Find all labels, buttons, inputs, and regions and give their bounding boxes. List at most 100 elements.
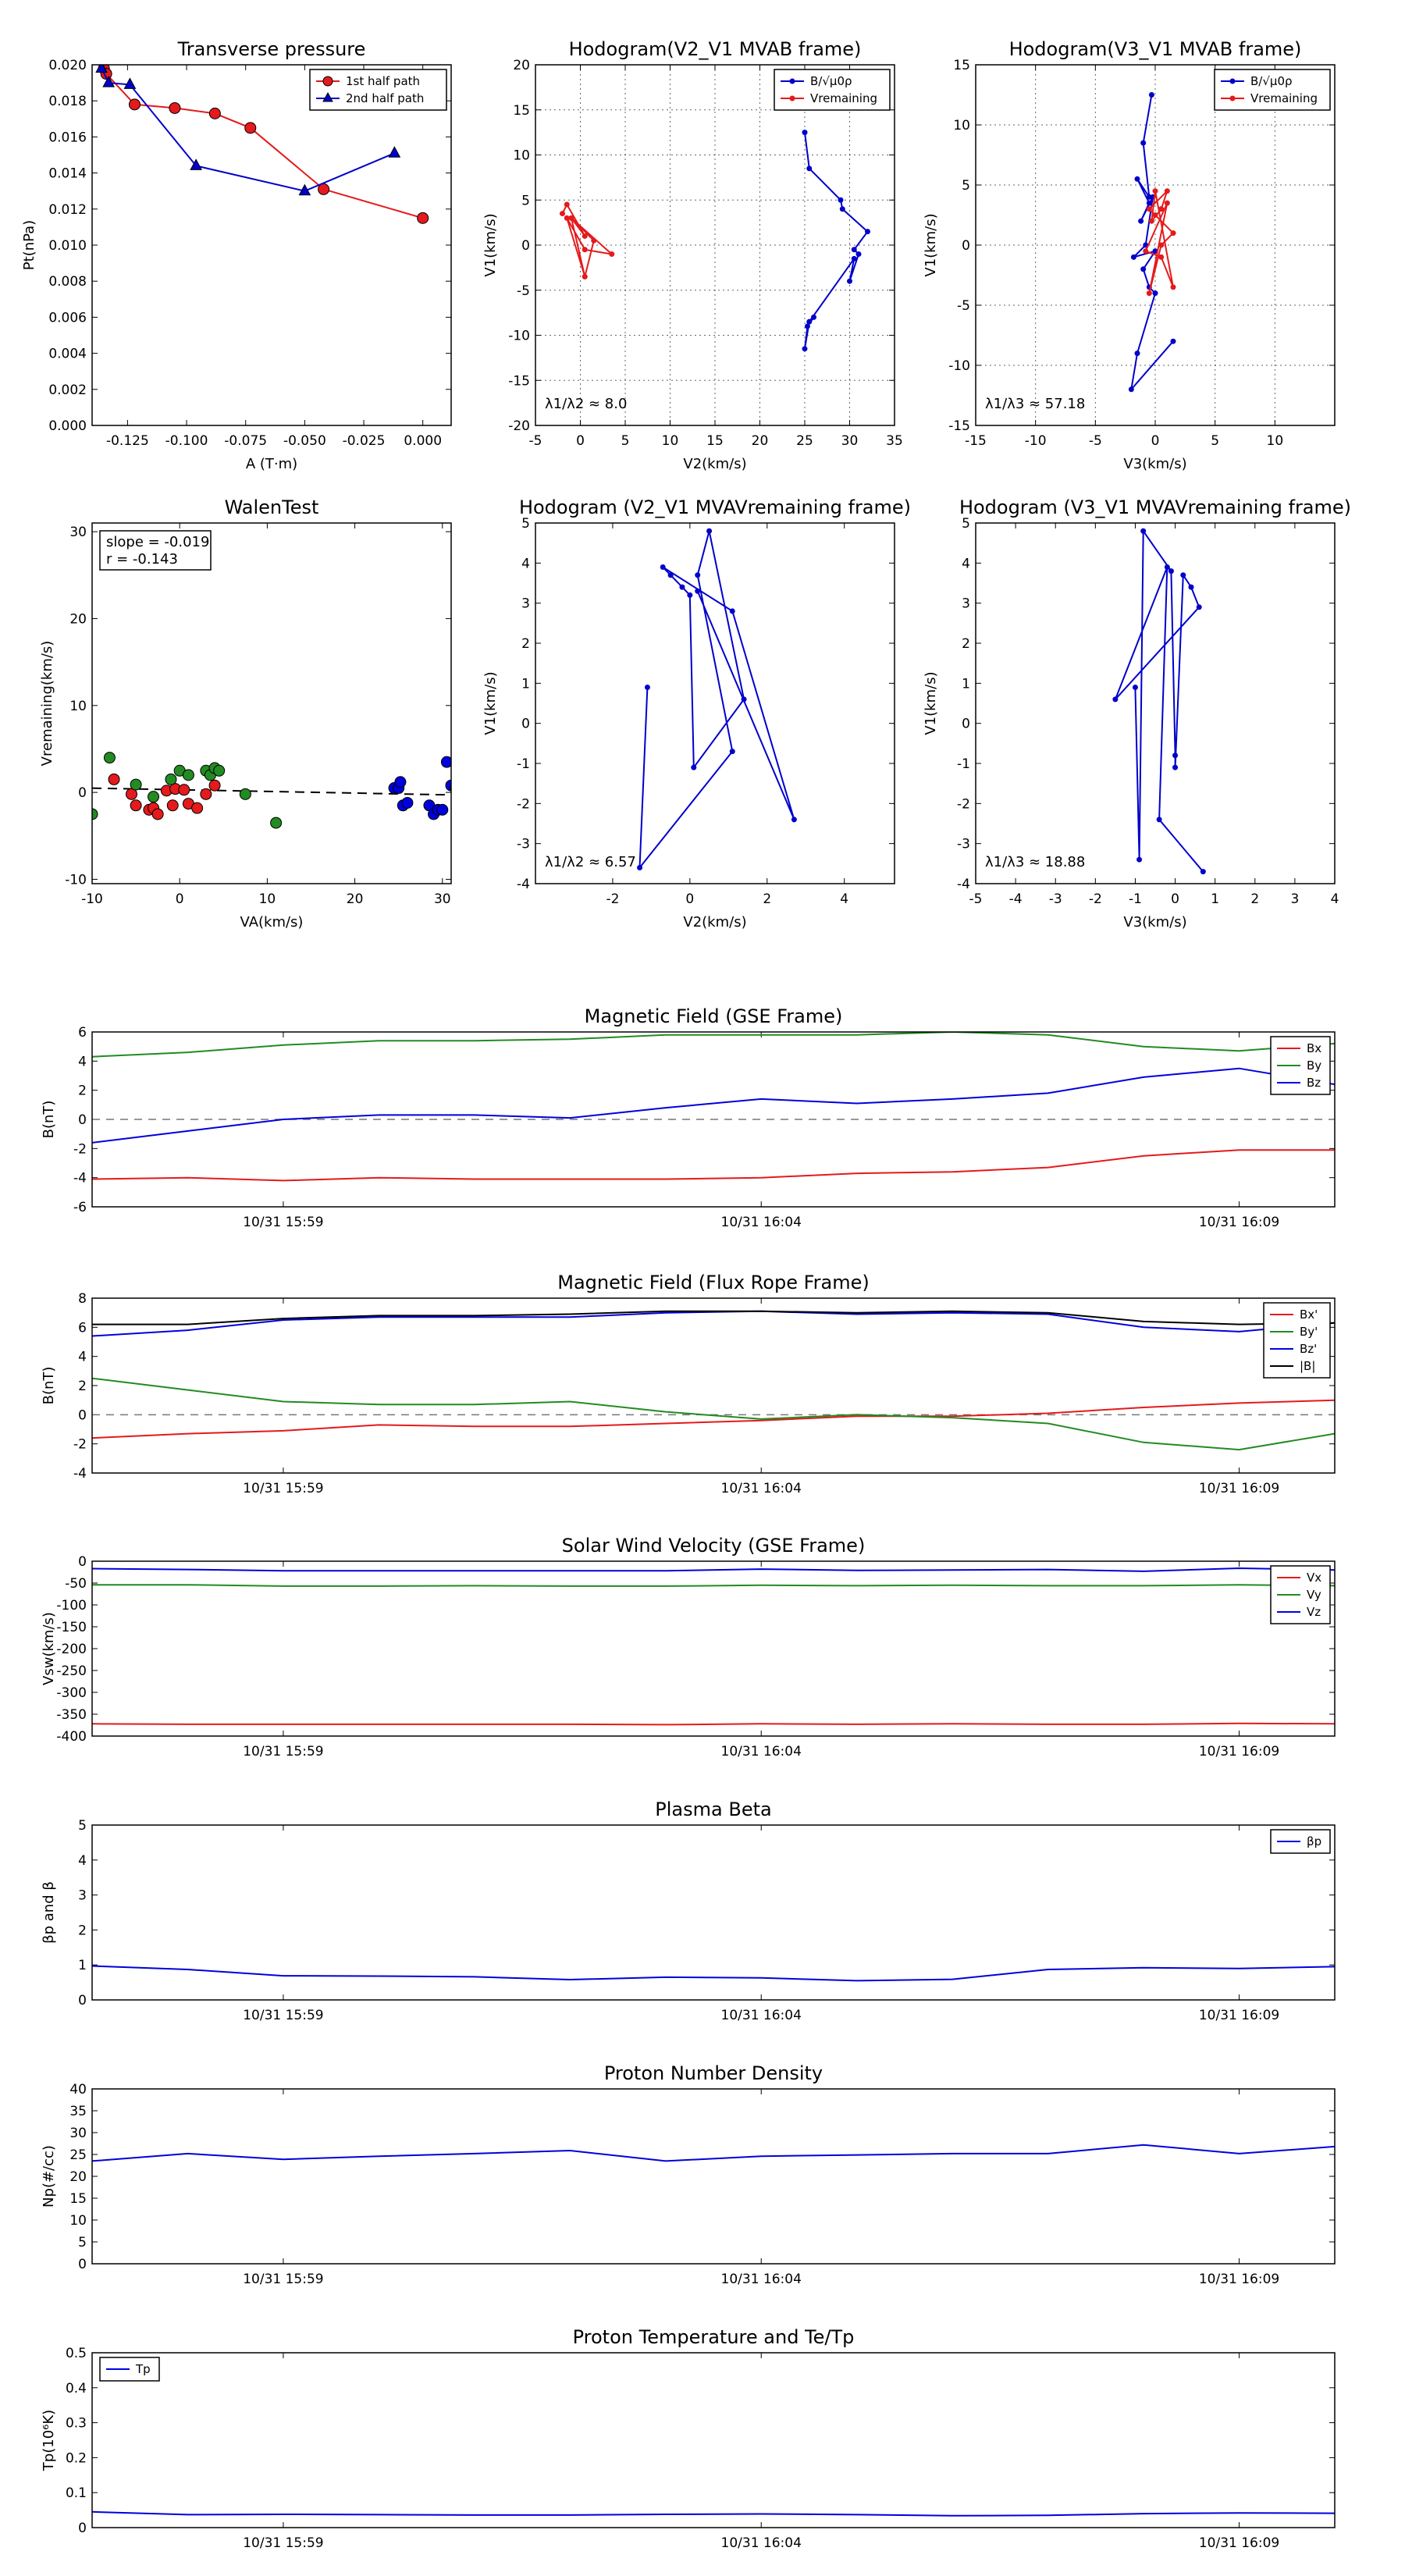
x-tick-label: 30 [841, 433, 859, 449]
y-tick-label: 4 [78, 1853, 87, 1869]
x-tick-label: -5 [1089, 433, 1102, 449]
x-tick-label: -10 [81, 891, 103, 907]
x-tick-label: 2 [1250, 891, 1259, 907]
plot-area [92, 1310, 1335, 1451]
data-point [1138, 218, 1144, 224]
series-line [92, 1310, 1335, 1337]
data-point [1146, 206, 1152, 212]
y-tick-label: -6 [73, 1200, 87, 1215]
chart-h1: Hodogram(V2_V1 MVAB frame) -20 -15 -10 -5 0 5 1… [482, 38, 903, 472]
data-point [1140, 266, 1147, 272]
y-axis-label: B(nT) [41, 1101, 57, 1139]
legend-label: Vremaining [810, 91, 877, 105]
legend-label: 2nd half path [346, 91, 424, 105]
legend-label: Tp [135, 2362, 151, 2376]
plot-area [92, 1032, 1335, 1182]
data-point [729, 608, 735, 614]
x-tick-label: -5 [969, 891, 983, 907]
data-point [1136, 856, 1143, 863]
legend-marker [789, 95, 795, 101]
legend-label: |B| [1300, 1359, 1315, 1373]
x-tick-label: 10 [1267, 433, 1284, 449]
series-line [92, 1149, 1335, 1182]
x-axis-label: V3(km/s) [1123, 914, 1186, 930]
data-point [182, 769, 194, 781]
y-tick-label: 30 [69, 525, 87, 540]
data-point [165, 773, 177, 785]
y-tick-label: -2 [957, 796, 970, 812]
data-point [1134, 176, 1140, 182]
data-point [609, 251, 615, 258]
data-point [811, 314, 816, 320]
data-point [401, 796, 414, 809]
legend-label: Bz [1307, 1076, 1321, 1090]
x-tick-label: -10 [1025, 433, 1047, 449]
plot-area [637, 528, 797, 870]
data-point [1134, 350, 1140, 357]
data-point [169, 101, 181, 114]
data-point [568, 215, 574, 221]
chart-h4: Hodogram (V3_V1 MVAVremaining frame) -4 -3… [923, 496, 1351, 930]
data-point [1146, 200, 1152, 206]
legend-box [774, 69, 891, 111]
data-point [1148, 92, 1154, 98]
data-point [582, 273, 588, 279]
series-line [103, 68, 423, 219]
x-tick-label: 10/31 16:09 [1199, 1481, 1279, 1496]
data-point [1132, 684, 1138, 690]
x-tick-label: 10/31 16:04 [721, 1215, 802, 1230]
y-tick-label: 0.3 [66, 2416, 87, 2432]
data-point [865, 229, 870, 235]
chart-title: Magnetic Field (GSE Frame) [585, 1005, 843, 1027]
x-tick-label: 10/31 16:09 [1199, 2272, 1279, 2287]
y-tick-label: 0 [78, 1407, 87, 1423]
chart-title: Magnetic Field (Flux Rope Frame) [557, 1272, 869, 1293]
data-point [92, 808, 98, 820]
y-tick-label: 35 [69, 2104, 87, 2119]
chart-title: Proton Number Density [604, 2062, 823, 2084]
y-tick-label: 0.012 [48, 202, 87, 218]
x-axis-label: V3(km/s) [1123, 456, 1186, 472]
x-tick-label: -0.050 [283, 433, 326, 449]
stats-text: r = -0.143 [106, 551, 178, 568]
legend-label: Vz [1307, 1605, 1321, 1619]
chart-tpp: Proton Temperature and Te/Tp 0 0.1 0.2 0.3 0.… [41, 2326, 1336, 2551]
y-tick-label: -150 [56, 1620, 87, 1635]
legend-marker [789, 78, 795, 84]
y-tick-label: 0 [78, 1993, 87, 2008]
data-point [855, 251, 862, 258]
x-tick-label: -0.075 [224, 433, 267, 449]
data-point [130, 778, 142, 791]
x-tick-label: 10/31 16:04 [721, 2272, 802, 2287]
y-tick-label: -2 [517, 796, 530, 812]
y-axis-label: V1(km/s) [923, 671, 939, 735]
y-tick-label: 0.1 [66, 2485, 87, 2501]
y-tick-label: 1 [962, 676, 970, 692]
y-tick-label: -4 [73, 1466, 87, 1482]
y-tick-label: 0.002 [48, 382, 87, 398]
y-tick-label: -4 [517, 877, 530, 892]
x-tick-label: 10/31 16:09 [1199, 1744, 1279, 1759]
x-tick-label: 4 [1331, 891, 1339, 907]
legend: Vx Vy Vz [1270, 1565, 1331, 1624]
chart-title: Solar Wind Velocity (GSE Frame) [562, 1535, 866, 1557]
x-tick-label: -3 [1049, 891, 1062, 907]
legend-label: Vx [1307, 1571, 1321, 1585]
data-point [125, 788, 137, 800]
data-point [1172, 753, 1179, 759]
x-tick-label: -2 [1089, 891, 1102, 907]
x-axis-label: VA(km/s) [240, 914, 304, 930]
y-tick-label: 0 [78, 785, 87, 801]
data-point [191, 802, 204, 814]
chart-h3: Hodogram (V2_V1 MVAVremaining frame) -4 -3… [482, 496, 911, 930]
x-tick-label: 4 [840, 891, 848, 907]
y-tick-label: 0.020 [48, 58, 87, 73]
x-tick-label: 3 [1290, 891, 1299, 907]
y-tick-label: 0.014 [48, 166, 87, 182]
data-point [838, 197, 844, 203]
y-tick-label: -2 [73, 1437, 87, 1453]
y-axis-label: V1(km/s) [482, 671, 499, 735]
y-tick-label: 0 [78, 1554, 87, 1570]
y-tick-label: -2 [73, 1141, 87, 1157]
